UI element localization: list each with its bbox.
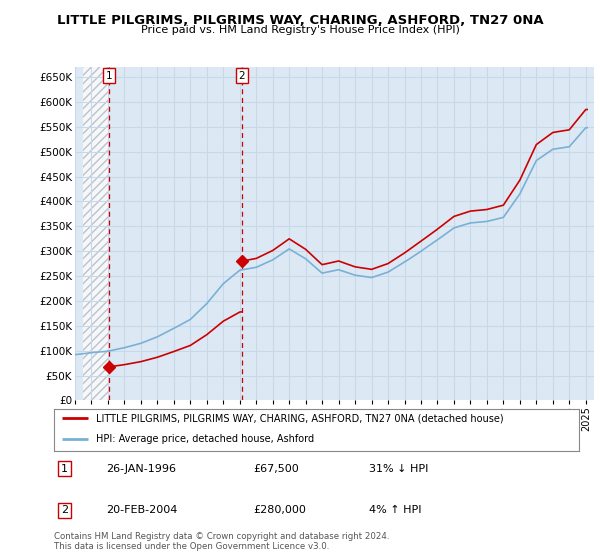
Text: 2: 2 — [239, 71, 245, 81]
Text: 1: 1 — [106, 71, 112, 81]
Text: 4% ↑ HPI: 4% ↑ HPI — [369, 505, 421, 515]
Text: 26-JAN-1996: 26-JAN-1996 — [107, 464, 176, 474]
Text: £280,000: £280,000 — [254, 505, 307, 515]
Text: Price paid vs. HM Land Registry's House Price Index (HPI): Price paid vs. HM Land Registry's House … — [140, 25, 460, 35]
Text: HPI: Average price, detached house, Ashford: HPI: Average price, detached house, Ashf… — [96, 434, 314, 444]
Text: LITTLE PILGRIMS, PILGRIMS WAY, CHARING, ASHFORD, TN27 0NA: LITTLE PILGRIMS, PILGRIMS WAY, CHARING, … — [56, 14, 544, 27]
Text: Contains HM Land Registry data © Crown copyright and database right 2024.
This d: Contains HM Land Registry data © Crown c… — [54, 532, 389, 552]
Text: 1: 1 — [61, 464, 68, 474]
Bar — [83, 67, 109, 400]
Text: £67,500: £67,500 — [254, 464, 299, 474]
Text: 2: 2 — [61, 505, 68, 515]
Text: 20-FEB-2004: 20-FEB-2004 — [107, 505, 178, 515]
Text: LITTLE PILGRIMS, PILGRIMS WAY, CHARING, ASHFORD, TN27 0NA (detached house): LITTLE PILGRIMS, PILGRIMS WAY, CHARING, … — [96, 413, 503, 423]
Text: 31% ↓ HPI: 31% ↓ HPI — [369, 464, 428, 474]
